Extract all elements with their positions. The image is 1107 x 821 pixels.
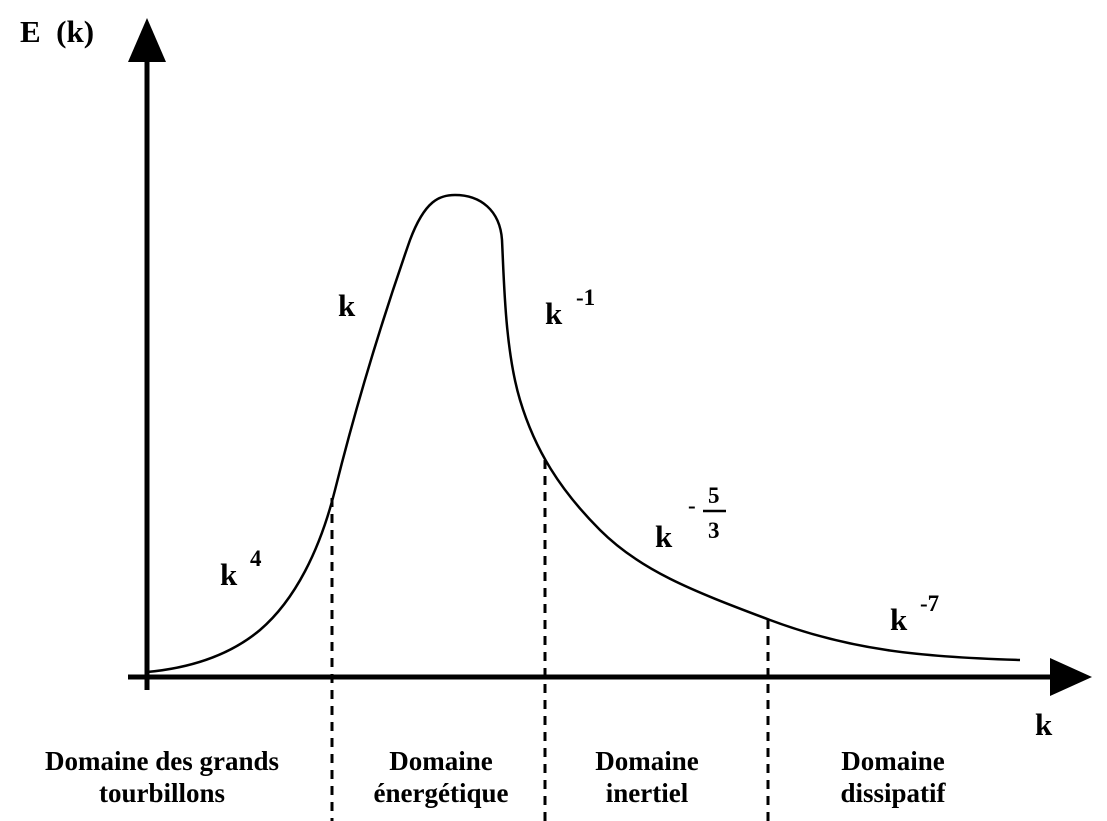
domain-label: dissipatif — [840, 778, 946, 808]
slope-exponent: 4 — [250, 546, 262, 571]
domain-label: Domaine des grands — [45, 746, 279, 776]
slope-exponent: -1 — [576, 285, 595, 310]
slope-base: k — [545, 296, 563, 331]
x-arrow — [1050, 658, 1092, 696]
domain-label: Domaine — [389, 746, 493, 776]
domain-label: Domaine — [841, 746, 945, 776]
slope-base: k — [338, 288, 356, 323]
slope-base: k — [890, 602, 908, 637]
spectrum-curve — [146, 193, 1021, 674]
domain-label: tourbillons — [99, 778, 225, 808]
y-arrow — [128, 18, 166, 62]
slope-numerator: 5 — [708, 483, 720, 508]
domain-label: inertiel — [606, 778, 689, 808]
slope-exponent: -7 — [920, 591, 939, 616]
slope-base: k — [220, 557, 238, 592]
y-label: E (k) — [20, 14, 94, 49]
domain-label: énergétique — [374, 778, 509, 808]
x-label: k — [1035, 707, 1053, 742]
slope-denominator: 3 — [708, 518, 720, 543]
slope-sign: - — [688, 493, 696, 518]
slope-base: k — [655, 519, 673, 554]
domain-label: Domaine — [595, 746, 699, 776]
